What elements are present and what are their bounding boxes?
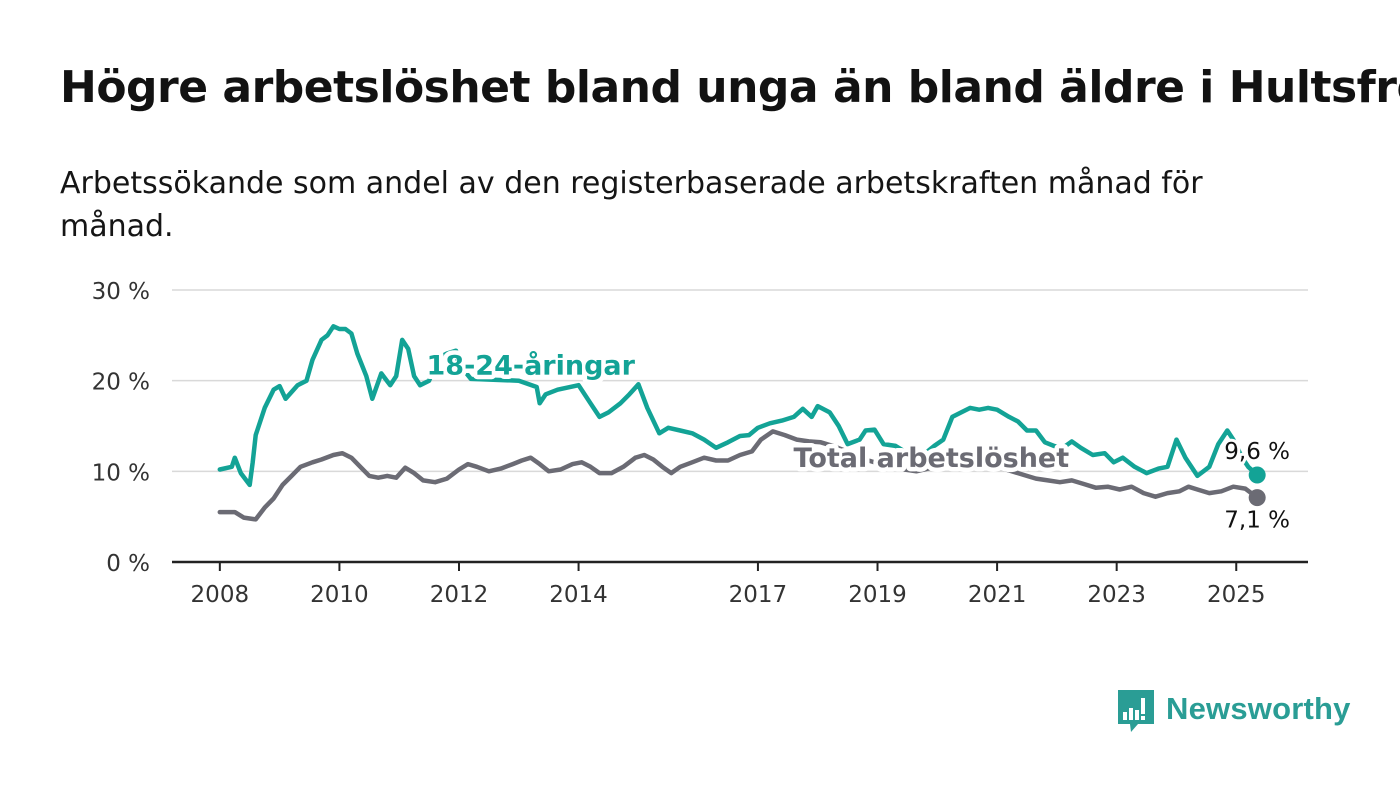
series-label: Total arbetslöshet <box>794 443 1070 474</box>
page-subtitle: Arbetssökande som andel av den registerb… <box>60 166 1203 244</box>
x-tick-label: 2012 <box>430 582 489 608</box>
y-tick-label: 20 % <box>92 370 150 396</box>
end-value-label: 9,6 % <box>1224 439 1290 465</box>
end-point-total <box>1248 489 1266 507</box>
x-tick-label: 2021 <box>968 582 1027 608</box>
x-tick-label: 2014 <box>549 582 608 608</box>
brand-name: Newsworthy <box>1166 691 1351 726</box>
x-tick-label: 2023 <box>1087 582 1146 608</box>
y-tick-label: 30 % <box>92 279 150 305</box>
x-tick-label: 2025 <box>1207 582 1266 608</box>
brand-logo: Newsworthy <box>1118 690 1351 734</box>
y-tick-label: 0 % <box>106 551 150 577</box>
page-title: Högre arbetslöshet bland unga än bland ä… <box>60 62 1400 113</box>
y-tick-label: 10 % <box>92 460 150 486</box>
x-tick-label: 2010 <box>310 582 369 608</box>
x-tick-label: 2008 <box>191 582 250 608</box>
newsworthy-logo-icon <box>1118 690 1154 732</box>
x-tick-label: 2019 <box>848 582 907 608</box>
end-value-label: 7,1 % <box>1224 508 1290 534</box>
x-tick-label: 2017 <box>729 582 788 608</box>
end-point-youth <box>1248 466 1266 484</box>
series-line-youth <box>217 324 1260 488</box>
series-line-total <box>217 429 1260 522</box>
series-label: 18-24-åringar <box>427 349 636 381</box>
